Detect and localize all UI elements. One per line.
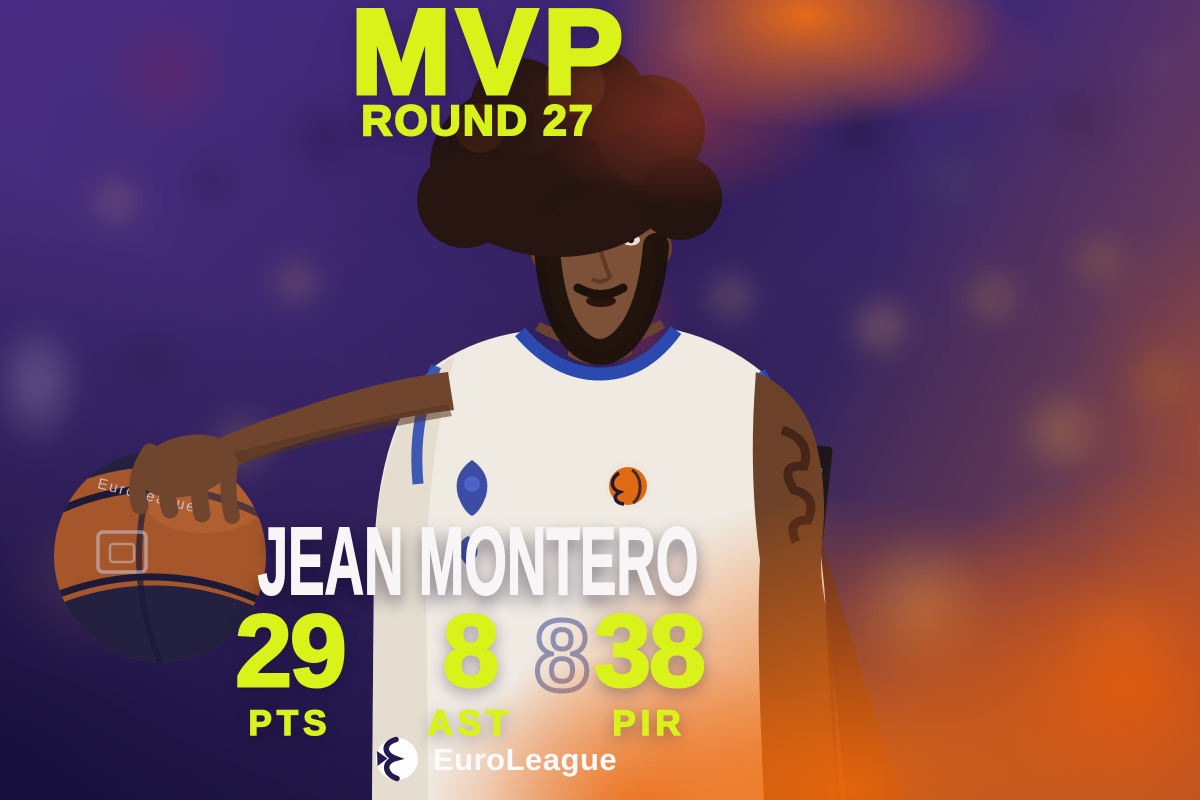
mvp-title: MVP	[348, 0, 630, 119]
stat-pir-label: PIR	[612, 703, 686, 744]
round-subtitle: ROUND 27	[360, 97, 595, 145]
player-name: JEAN MONTERO	[257, 508, 699, 615]
euroleague-logo: EuroLeague	[374, 736, 617, 782]
stat-points-label: PTS	[248, 703, 332, 744]
euroleague-wordmark: EuroLeague	[433, 741, 618, 777]
stat-assists-label: AST	[427, 703, 513, 744]
stat-assists-value: 8	[441, 594, 501, 708]
stat-points: 29 PTS	[234, 594, 348, 744]
stat-pir: 38 PIR	[593, 594, 707, 744]
euroleague-ball-icon	[376, 736, 418, 782]
stat-assists: 8 AST	[427, 594, 513, 744]
player-name-row: JEAN MONTERO	[91, 508, 864, 615]
stat-pir-value: 38	[593, 594, 707, 708]
stat-points-value: 29	[234, 594, 348, 708]
